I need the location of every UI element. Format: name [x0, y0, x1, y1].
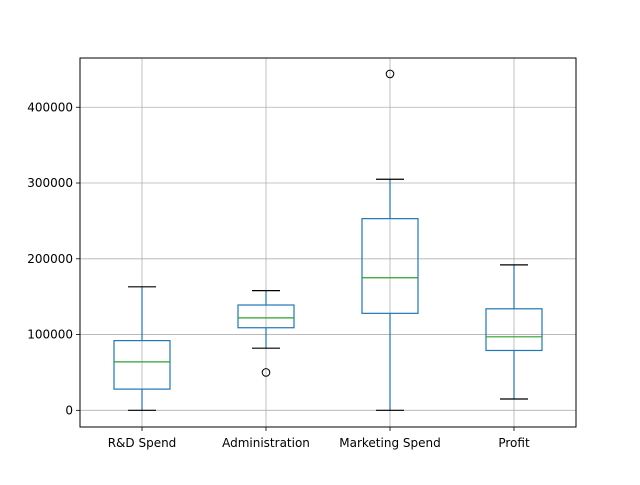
- iqr-box-3: [485, 308, 543, 352]
- x-tick-label-2: Marketing Spend: [339, 436, 440, 450]
- box-2: [361, 69, 419, 411]
- y-tick-label-1: 100000: [27, 328, 73, 342]
- box-0: [113, 286, 171, 411]
- axes-frame: [79, 57, 577, 428]
- boxes-layer: [113, 69, 543, 411]
- x-tick-label-0: R&D Spend: [108, 436, 177, 450]
- y-tick-label-0: 0: [65, 403, 73, 417]
- x-tick-label-1: Administration: [222, 436, 310, 450]
- outlier-point-1-0: [261, 368, 271, 377]
- outlier-point-2-0: [385, 69, 395, 79]
- y-tick-label-4: 400000: [27, 100, 73, 114]
- y-tick-label-2: 200000: [27, 252, 73, 266]
- grid-lines: [80, 58, 576, 427]
- box-1: [237, 290, 295, 377]
- box-3: [485, 264, 543, 400]
- ticks-layer: 0 100000 200000 300000 400000 R&D Spend Admini…: [27, 100, 530, 450]
- iqr-box-1: [237, 304, 295, 329]
- iqr-box-2: [361, 218, 419, 314]
- x-tick-label-3: Profit: [498, 436, 530, 450]
- iqr-box-0: [113, 340, 171, 390]
- y-tick-label-3: 300000: [27, 176, 73, 190]
